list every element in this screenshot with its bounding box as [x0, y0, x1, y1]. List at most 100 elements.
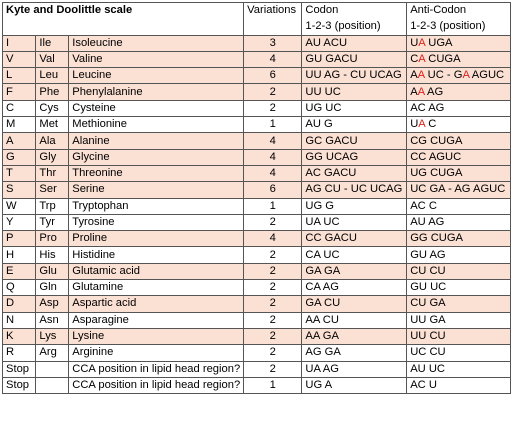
anticodon-segment: CUGA — [425, 53, 461, 66]
anticodon-segment: A — [418, 36, 426, 49]
anticodon-segment: C — [425, 118, 437, 131]
one-letter-code: V — [1, 50, 37, 69]
anticodon-segment: CU GA — [410, 297, 446, 310]
three-letter-code: Gln — [35, 279, 70, 297]
one-letter-code: E — [1, 262, 37, 281]
table-row: Q Gln Glutamine 2 CA AG GU UC — [1, 279, 511, 297]
variations-count: 4 — [243, 148, 303, 166]
amino-acid-name: Serine — [68, 181, 245, 199]
one-letter-code: S — [1, 181, 37, 199]
table-row: Y Tyr Tyrosine 2 UA UC AU AG — [1, 213, 511, 232]
anticodon-segment: A — [417, 85, 425, 98]
anticodon-sequence: GU AG — [406, 246, 511, 264]
three-letter-code: Ser — [35, 181, 70, 199]
anticodon-segment: A — [462, 69, 470, 82]
three-letter-code: Lys — [35, 327, 70, 346]
table-row: F Phe Phenylalanine 2 UU UC AA AG — [1, 83, 511, 101]
anticodon-segment: A — [410, 85, 418, 98]
codon-sequence: UA UC — [301, 213, 408, 232]
anticodon-sequence: CG CUGA — [406, 132, 511, 150]
amino-acid-name: Phenylalanine — [68, 83, 245, 101]
anticodon-segment: AGUC — [469, 69, 505, 82]
amino-acid-name: Glycine — [68, 148, 245, 166]
anticodon-sequence: AA UC - GA AGUC — [406, 67, 511, 85]
amino-acid-name: Arginine — [68, 344, 245, 362]
anticodon-sequence: AA AG — [406, 83, 511, 101]
one-letter-code: Y — [1, 213, 37, 232]
anticodon-segment: UC CU — [410, 346, 446, 359]
codon-sequence: GA GA — [301, 262, 408, 281]
one-letter-code: W — [1, 197, 37, 215]
table-row: Stop CCA position in lipid head region? 2 U… — [1, 360, 511, 378]
amino-acid-name: Tryptophan — [68, 197, 245, 215]
three-letter-code: Ala — [35, 132, 70, 150]
anticodon-sequence: UG CUGA — [406, 164, 511, 183]
anticodon-segment: UC GA - AG AGUC — [410, 183, 506, 196]
codon-sequence: AU ACU — [301, 34, 408, 52]
anticodon-sequence: UA C — [406, 116, 511, 134]
table-row: W Trp Tryptophan 1 UG G AC C — [1, 197, 511, 215]
three-letter-code: Cys — [35, 99, 70, 118]
codon-sequence: AU G — [301, 116, 408, 134]
table-row: D Asp Aspartic acid 2 GA CU CU GA — [1, 295, 511, 313]
table-row: G Gly Glycine 4 GG UCAG CC AGUC — [1, 148, 511, 166]
three-letter-code: Asp — [35, 295, 70, 313]
anticodon-segment: A — [418, 118, 426, 131]
table-row: A Ala Alanine 4 GC GACU CG CUGA — [1, 132, 511, 150]
anticodon-sequence: AU AG — [406, 213, 511, 232]
anticodon-header: Anti-Codon — [406, 1, 511, 19]
anticodon-segment: UU CU — [410, 330, 446, 343]
codon-sequence: CA AG — [301, 279, 408, 297]
amino-acid-name: Alanine — [68, 132, 245, 150]
anticodon-segment: AU AG — [410, 216, 445, 228]
anticodon-sequence: CC AGUC — [406, 148, 511, 166]
table-row: T Thr Threonine 4 AC GACU UG CUGA — [1, 164, 511, 183]
amino-acid-table-container: Kyte and Doolittle scale Variations Codo… — [1, 1, 511, 395]
variations-count: 2 — [243, 344, 303, 362]
amino-acid-name: Cysteine — [68, 99, 245, 118]
amino-acid-name: Histidine — [68, 246, 245, 264]
anticodon-segment: CU CU — [410, 264, 446, 277]
variations-count: 1 — [243, 116, 303, 134]
variations-count: 2 — [243, 311, 303, 329]
three-letter-code — [35, 360, 70, 378]
anticodon-sequence: UU CU — [406, 327, 511, 346]
variations-count: 2 — [243, 213, 303, 232]
codon-sequence: GC GACU — [301, 132, 408, 150]
codon-sequence: UG G — [301, 197, 408, 215]
anticodon-segment: UC - G — [424, 69, 463, 82]
variations-count: 2 — [243, 83, 303, 101]
anticodon-sequence: UU GA — [406, 311, 511, 329]
anticodon-segment: UG CUGA — [410, 167, 463, 180]
one-letter-code: C — [1, 99, 37, 118]
amino-acid-name: Glutamic acid — [68, 262, 245, 281]
codon-header: Codon — [301, 1, 408, 19]
anticodon-sequence: AC C — [406, 197, 511, 215]
table-row: P Pro Proline 4 CC GACU GG CUGA — [1, 230, 511, 248]
one-letter-code: Q — [1, 279, 37, 297]
variations-count: 1 — [243, 376, 303, 395]
three-letter-code — [35, 376, 70, 395]
variations-count: 6 — [243, 181, 303, 199]
one-letter-code: P — [1, 230, 37, 248]
three-letter-code: Tyr — [35, 213, 70, 232]
amino-acid-name: Leucine — [68, 67, 245, 85]
variations-count: 4 — [243, 132, 303, 150]
anticodon-sequence: UC CU — [406, 344, 511, 362]
three-letter-code: Asn — [35, 311, 70, 329]
one-letter-code: L — [1, 67, 37, 85]
anticodon-sequence: CA CUGA — [406, 50, 511, 69]
codon-sequence: UG UC — [301, 99, 408, 118]
table-row: C Cys Cysteine 2 UG UC AC AG — [1, 99, 511, 118]
anticodon-segment: C — [410, 53, 419, 66]
anticodon-segment: UU GA — [410, 313, 446, 326]
codon-sequence: GA CU — [301, 295, 408, 313]
variations-count: 2 — [243, 327, 303, 346]
anticodon-segment: GU AG — [410, 248, 446, 261]
table-title: Kyte and Doolittle scale — [1, 1, 245, 19]
one-letter-code: D — [1, 295, 37, 313]
amino-acid-table: Kyte and Doolittle scale Variations Codo… — [1, 1, 511, 395]
anticodon-segment: GU UC — [410, 281, 447, 294]
one-letter-code: T — [1, 164, 37, 183]
table-row: K Lys Lysine 2 AA GA UU CU — [1, 327, 511, 346]
